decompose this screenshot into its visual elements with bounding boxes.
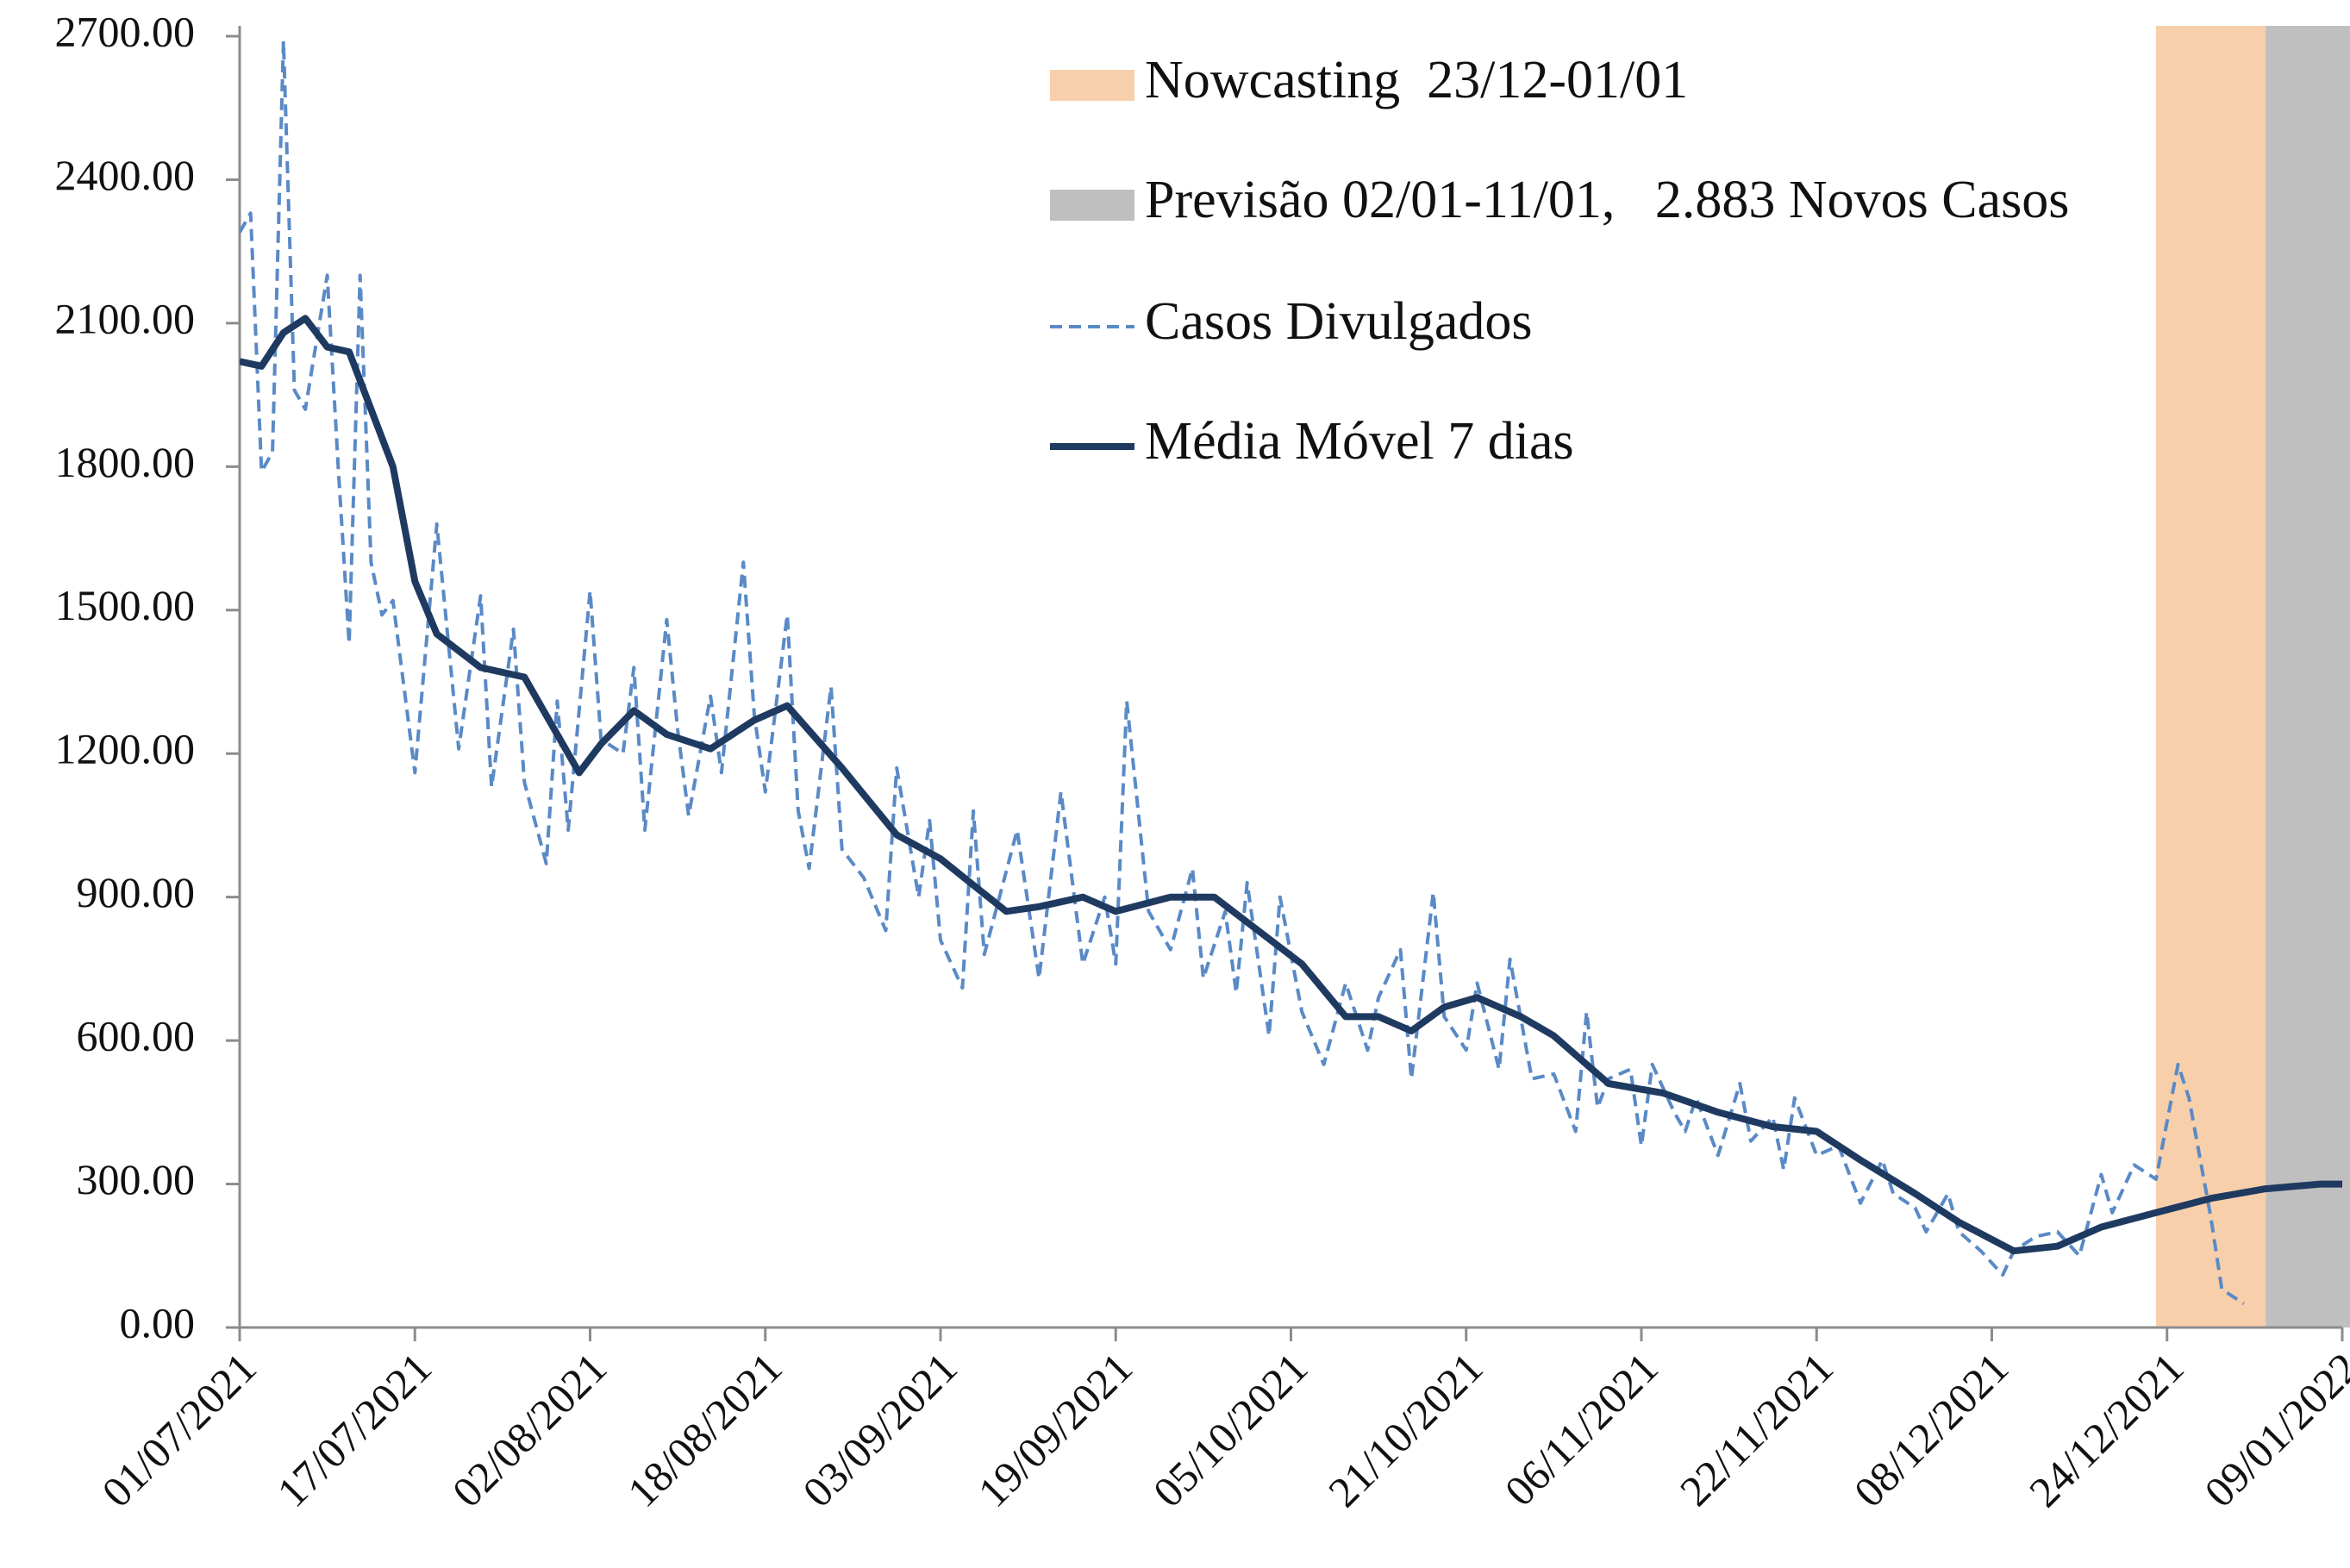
- legend-label: Nowcasting 23/12-01/01: [1145, 51, 1688, 109]
- x-tick-label: 09/01/2022: [2195, 1343, 2350, 1516]
- y-tick-label: 2400.00: [55, 151, 196, 199]
- y-tick-label: 1200.00: [55, 725, 196, 773]
- legend-label: Casos Divulgados: [1145, 292, 1533, 351]
- x-tick-label: 24/12/2021: [2020, 1343, 2193, 1516]
- reported-cases-line: [240, 39, 2245, 1305]
- y-tick-label: 1500.00: [55, 581, 196, 629]
- y-tick-label: 900.00: [77, 868, 196, 916]
- legend-swatch: [1050, 70, 1134, 101]
- y-tick-label: 1800.00: [55, 438, 196, 486]
- band-layer: [2156, 26, 2350, 1327]
- y-tick-label: 600.00: [77, 1012, 196, 1060]
- forecast-band: [2266, 26, 2350, 1327]
- x-tick-label: 17/07/2021: [267, 1343, 441, 1516]
- forecast-band: [2156, 26, 2266, 1327]
- x-tick-label: 22/11/2021: [1671, 1343, 1842, 1515]
- x-tick-label: 08/12/2021: [1845, 1343, 2018, 1516]
- x-tick-label: 03/09/2021: [793, 1343, 966, 1516]
- y-tick-label: 300.00: [77, 1155, 196, 1203]
- x-tick-label: 21/10/2021: [1319, 1343, 1492, 1516]
- x-tick-label: 18/08/2021: [618, 1343, 791, 1516]
- x-tick-label: 19/09/2021: [968, 1343, 1141, 1516]
- y-tick-label: 0.00: [120, 1298, 196, 1346]
- legend-swatch: [1050, 190, 1134, 221]
- x-tick-label: 02/08/2021: [443, 1343, 616, 1516]
- y-tick-label: 2100.00: [55, 294, 196, 342]
- moving-average-line: [240, 315, 2342, 1255]
- legend-label: Média Móvel 7 dias: [1145, 412, 1574, 471]
- x-tick-label: 06/11/2021: [1496, 1343, 1667, 1515]
- legend-label: Previsão 02/01-11/01, 2.883 Novos Casos: [1145, 171, 2069, 229]
- y-tick-label: 2700.00: [55, 7, 196, 55]
- x-tick-label: 05/10/2021: [1144, 1343, 1317, 1516]
- x-tick-label: 01/07/2021: [92, 1343, 266, 1516]
